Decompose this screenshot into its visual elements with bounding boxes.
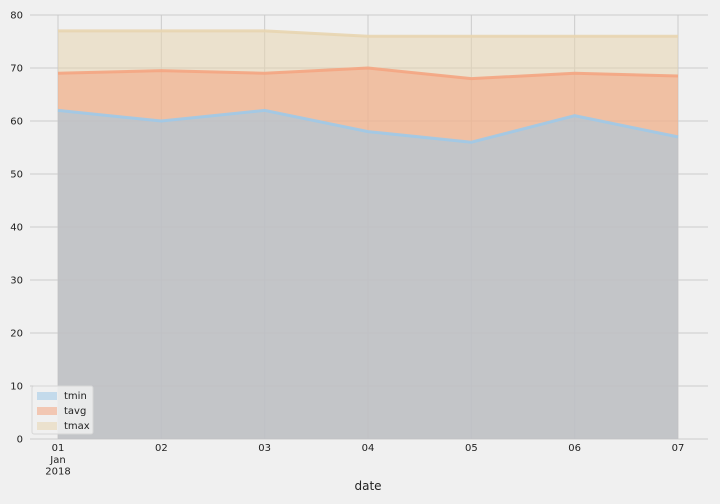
- area-tmin: [58, 110, 678, 440]
- x-tick-label-1: 02: [155, 443, 168, 454]
- x-tick-label-3: 04: [362, 443, 375, 454]
- legend-label-tavg: tavg: [64, 406, 86, 417]
- y-tick-label-5: 50: [10, 170, 23, 181]
- y-tick-label-2: 20: [10, 329, 23, 340]
- x-axis-title: date: [354, 479, 381, 493]
- x-tick-label-2: 03: [258, 443, 271, 454]
- series-areas: [57, 29, 679, 440]
- legend: tmin tavg tmax: [31, 385, 94, 435]
- y-tick-label-8: 80: [10, 11, 23, 22]
- y-tick-label-0: 0: [17, 435, 23, 446]
- x-tick-label-6: 07: [672, 443, 685, 454]
- y-tick-label-7: 70: [10, 64, 23, 75]
- x-tick-label-5: 06: [568, 443, 581, 454]
- y-tick-label-1: 10: [10, 382, 23, 393]
- legend-swatch-tavg: [37, 407, 57, 415]
- x-tick-label-0: 01: [52, 443, 65, 454]
- x-tick-sublabel-0: Jan: [49, 455, 65, 466]
- x-tick-sublabel-1: 2018: [45, 467, 70, 478]
- y-tick-label-6: 60: [10, 117, 23, 128]
- legend-label-tmin: tmin: [64, 391, 87, 402]
- x-tick-label-4: 05: [465, 443, 478, 454]
- y-tick-label-3: 30: [10, 276, 23, 287]
- y-tick-label-4: 40: [10, 223, 23, 234]
- y-axis-ticks: 0 10 20 30 40 50 60 70 80: [10, 11, 23, 446]
- legend-swatch-tmax: [37, 422, 57, 430]
- legend-swatch-tmin: [37, 392, 57, 400]
- legend-label-tmax: tmax: [64, 421, 90, 432]
